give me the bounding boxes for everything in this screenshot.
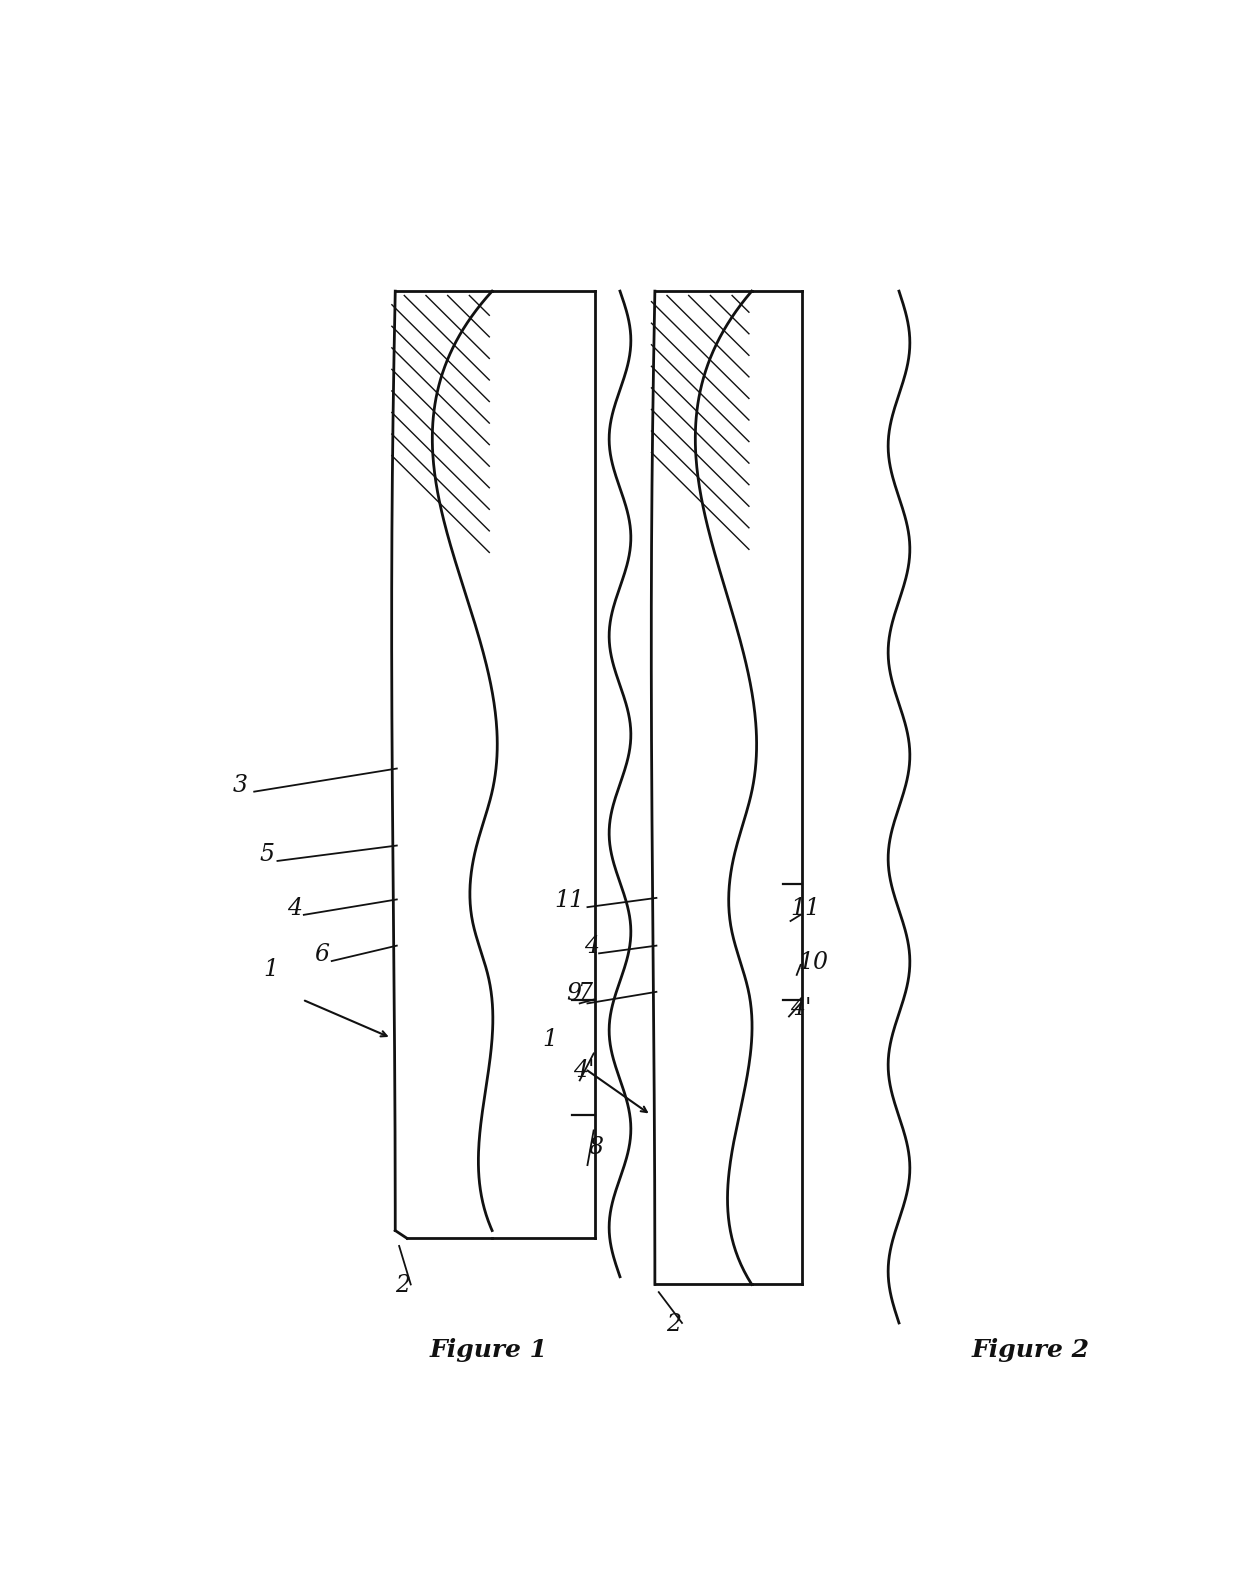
- Text: 2: 2: [667, 1313, 682, 1336]
- Text: 4': 4': [791, 997, 812, 1020]
- Text: 6: 6: [314, 942, 329, 966]
- Text: Figure 2: Figure 2: [972, 1339, 1090, 1363]
- Text: 11: 11: [791, 896, 821, 920]
- Text: 10: 10: [799, 950, 828, 974]
- Text: 4': 4': [573, 1059, 595, 1081]
- Text: 7: 7: [578, 982, 593, 1005]
- Text: 2: 2: [396, 1274, 410, 1297]
- Text: 1: 1: [263, 958, 279, 981]
- Text: 11: 11: [554, 890, 584, 912]
- Text: 3: 3: [233, 774, 248, 796]
- Text: 4: 4: [286, 896, 301, 920]
- Text: 4: 4: [584, 936, 599, 958]
- Text: Figure 1: Figure 1: [429, 1339, 547, 1363]
- Text: 8: 8: [589, 1135, 604, 1159]
- Text: 1: 1: [543, 1028, 558, 1051]
- Text: 5: 5: [259, 842, 274, 866]
- Text: 9: 9: [565, 982, 580, 1005]
